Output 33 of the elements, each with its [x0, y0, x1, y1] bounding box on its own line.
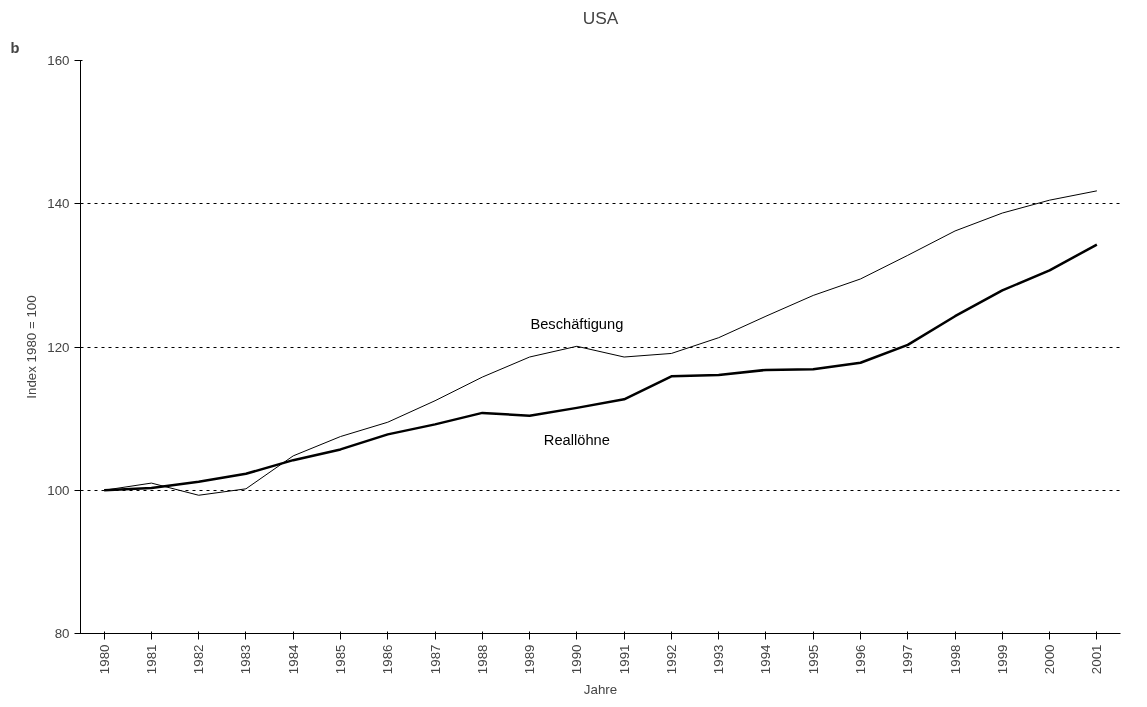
- x-tick-label: 1998: [947, 644, 963, 675]
- x-tick-label: 1991: [616, 644, 632, 675]
- y-tick-label: 140: [47, 196, 70, 212]
- x-tick-label: 1989: [522, 644, 538, 675]
- x-tick-label: 1982: [191, 644, 207, 675]
- x-tick-label: 1994: [758, 643, 774, 675]
- x-tick-label: 2000: [1042, 644, 1058, 675]
- x-tick-label: 1980: [96, 644, 112, 675]
- series-label: Reallöhne: [543, 431, 610, 448]
- x-tick-label: 1986: [380, 644, 396, 675]
- x-tick-label: 1995: [805, 644, 821, 675]
- y-axis-title: Index 1980 = 100: [24, 295, 40, 399]
- y-tick-label: 120: [47, 339, 70, 355]
- x-tick-label: 1985: [333, 644, 348, 675]
- y-tick-label: 100: [47, 482, 70, 498]
- text: b: [10, 39, 20, 56]
- x-tick-label: 1988: [474, 644, 490, 675]
- series-label: Beschäftigung: [530, 316, 624, 333]
- y-tick-label: 80: [54, 626, 70, 641]
- x-tick-label: 1981: [143, 644, 159, 675]
- x-tick-label: 2001: [1089, 644, 1105, 675]
- x-tick-label: 1993: [711, 644, 727, 675]
- chart-title: USA: [582, 7, 619, 28]
- x-tick-label: 1984: [285, 643, 301, 675]
- x-axis-title: Jahre: [583, 682, 618, 698]
- x-tick-label: 1996: [853, 644, 868, 675]
- x-tick-label: 1987: [427, 644, 443, 675]
- x-tick-label: 1983: [238, 644, 254, 675]
- x-tick-label: 1997: [900, 644, 916, 675]
- x-tick-label: 1992: [663, 644, 679, 675]
- x-tick-label: 1999: [994, 644, 1010, 675]
- x-tick-label: 1990: [569, 644, 585, 675]
- y-tick-label: 160: [47, 53, 70, 68]
